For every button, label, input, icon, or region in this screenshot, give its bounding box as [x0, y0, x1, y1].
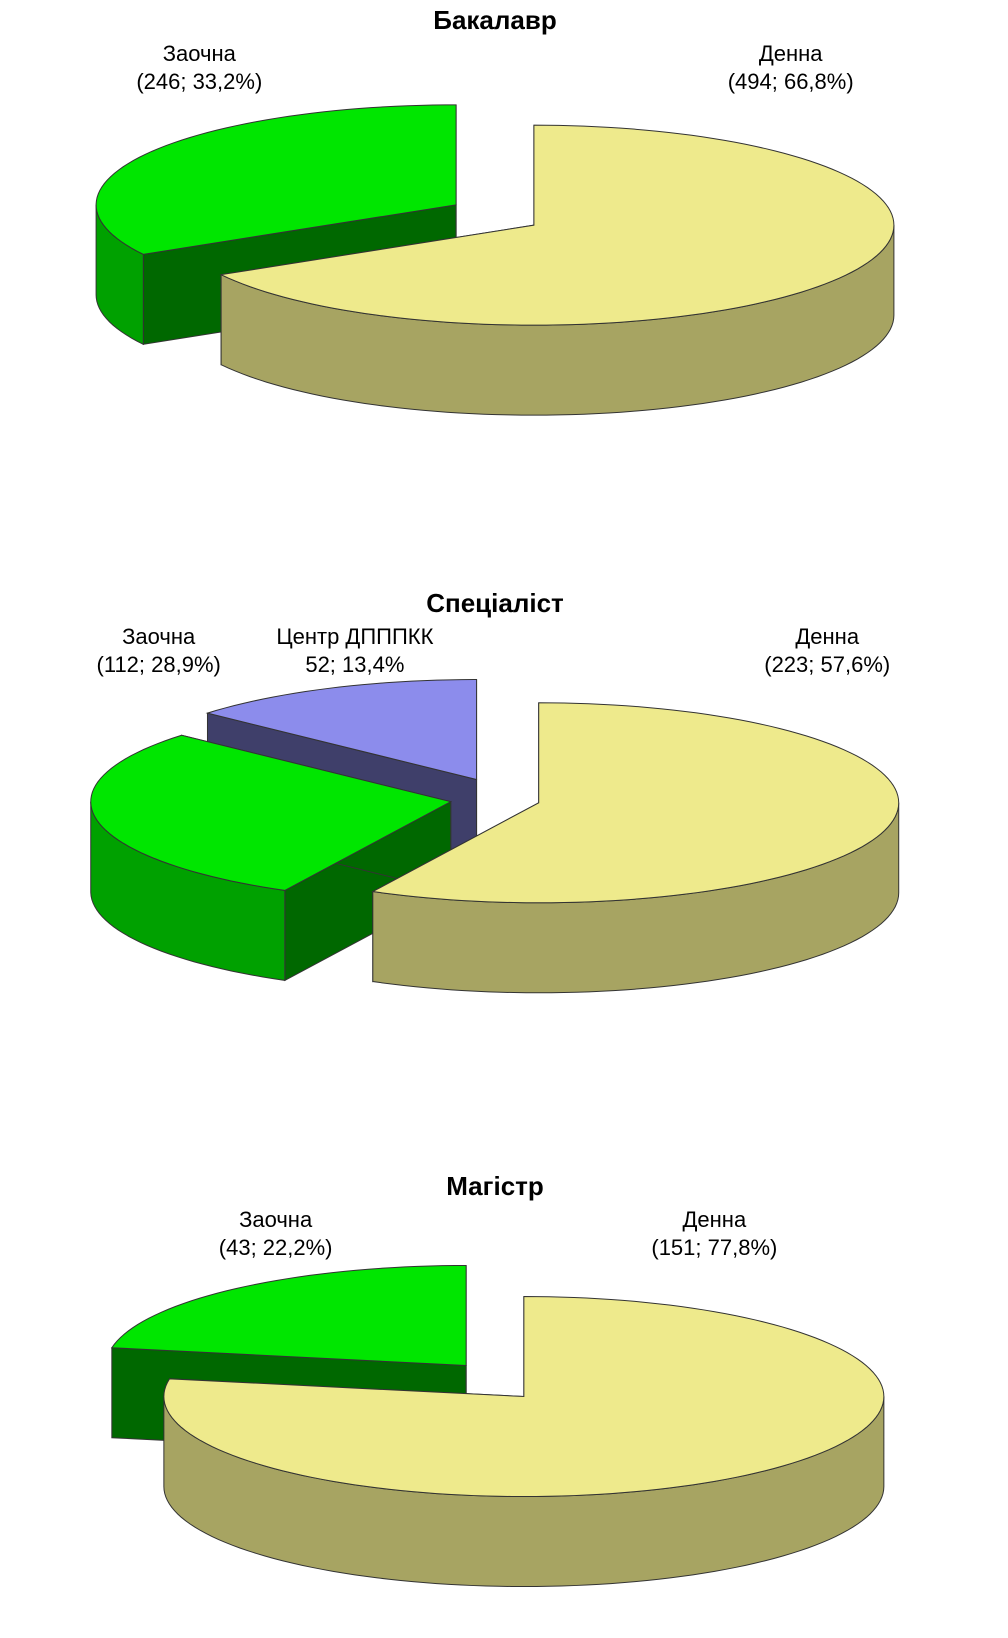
- pie-slice: [371, 702, 900, 994]
- value-label: (112; 28,9%): [97, 652, 221, 677]
- slice-top: [90, 734, 453, 891]
- value-label: (223; 57,6%): [764, 652, 890, 677]
- category-label: Центр ДПППКК: [276, 624, 433, 649]
- value-label: (246; 33,2%): [136, 69, 262, 94]
- value-label: 52; 13,4%: [305, 652, 404, 677]
- category-label: Заочна: [122, 624, 196, 649]
- slice-top: [371, 702, 900, 904]
- category-label: Денна: [795, 624, 859, 649]
- category-label: Заочна: [239, 1207, 313, 1232]
- slice-top: [110, 1264, 467, 1366]
- pie-slice: [90, 734, 453, 982]
- category-label: Заочна: [163, 41, 237, 66]
- slice-top: [95, 104, 457, 255]
- value-label: (43; 22,2%): [219, 1235, 333, 1260]
- value-label: (494; 66,8%): [728, 69, 854, 94]
- chart-title: Спеціаліст: [426, 588, 564, 618]
- slice-top: [205, 679, 478, 781]
- value-label: (151; 77,8%): [651, 1235, 777, 1260]
- chart-title: Магістр: [446, 1171, 544, 1201]
- category-label: Денна: [683, 1207, 747, 1232]
- pie-slice: [219, 124, 895, 416]
- slice-top: [163, 1296, 885, 1498]
- pie-slice: [163, 1296, 885, 1588]
- category-label: Денна: [759, 41, 823, 66]
- slice-top: [219, 124, 895, 326]
- chart-title: Бакалавр: [433, 5, 556, 35]
